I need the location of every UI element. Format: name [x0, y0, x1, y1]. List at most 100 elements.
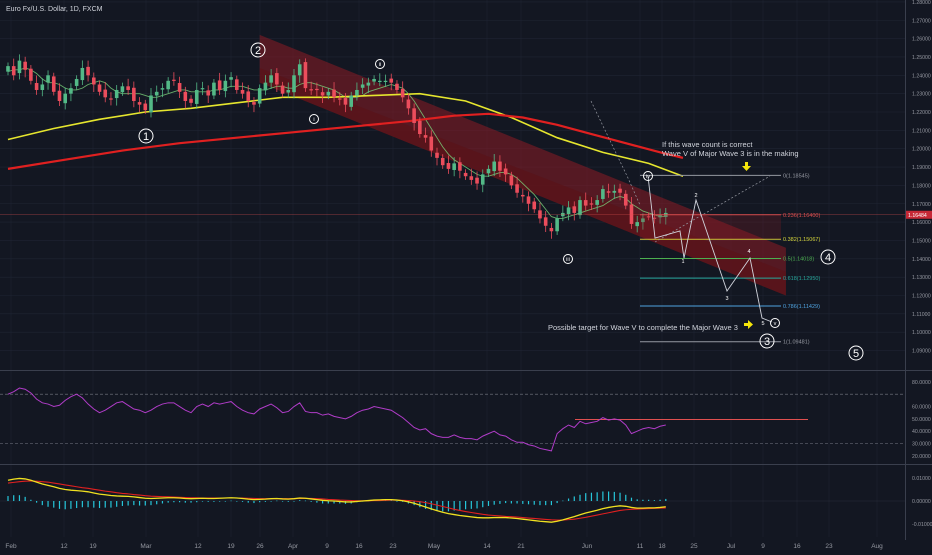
macd-histogram-bar	[556, 501, 558, 504]
y-tick-label: 1.26000	[912, 37, 931, 43]
macd-histogram-bar	[219, 501, 221, 502]
macd-histogram-bar	[562, 500, 564, 502]
macd-histogram-bar	[253, 501, 255, 504]
rsi-tick-label: 50.0000	[912, 417, 931, 423]
x-tick-label: Feb	[5, 543, 17, 550]
macd-histogram-bar	[87, 501, 89, 508]
y-tick-label: 1.13000	[912, 275, 931, 281]
candle-body	[555, 218, 559, 232]
macd-histogram-bar	[7, 496, 9, 501]
fib-level-label: 0.786(1.11429)	[783, 304, 820, 310]
candle-body	[160, 88, 165, 90]
y-tick-label: 1.12000	[912, 294, 931, 300]
macd-histogram-bar	[184, 501, 186, 503]
candle-body	[149, 95, 153, 113]
macd-histogram-bar	[127, 501, 129, 506]
price-axis-area	[905, 0, 932, 550]
annotation-wave-note-line1: If this wave count is correct	[662, 140, 753, 149]
macd-histogram-bar	[499, 501, 501, 504]
candle-body	[86, 66, 90, 76]
candle-body	[303, 62, 308, 89]
candle-body	[194, 89, 199, 104]
candle-body	[440, 157, 445, 166]
candle-body	[246, 91, 251, 101]
macd-histogram-bar	[58, 501, 61, 509]
candle-body	[57, 90, 62, 101]
macd-histogram-bar	[424, 501, 427, 509]
y-tick-label: 1.17000	[912, 202, 931, 208]
candle-body	[34, 83, 39, 90]
candle-body	[63, 93, 67, 104]
candle-body	[469, 176, 474, 180]
rsi-tick-label: 80.0000	[912, 380, 931, 386]
wave-label-minor-i-ring	[309, 114, 319, 124]
candle-body	[435, 152, 439, 158]
macd-histogram-bar	[98, 501, 101, 509]
macd-histogram-bar	[396, 501, 398, 502]
macd-histogram-bar	[13, 495, 15, 501]
macd-histogram-bar	[430, 501, 432, 511]
candle-body	[235, 79, 239, 90]
x-tick-label: 18	[658, 543, 666, 550]
macd-histogram-bar	[201, 501, 204, 502]
fib-level-label: 0.5(1.14018)	[783, 256, 814, 262]
x-tick-label: May	[428, 543, 441, 550]
wave-label-minor-iii-ring	[563, 254, 573, 264]
fib-level-label: 0.382(1.15067)	[783, 237, 820, 243]
candle-body	[69, 88, 73, 94]
macd-histogram-bar	[196, 501, 198, 503]
wave-label-minor-iii: iii	[566, 257, 570, 263]
macd-histogram-bar	[161, 501, 164, 504]
x-tick-label: Apr	[288, 543, 299, 550]
x-tick-label: 9	[325, 543, 329, 550]
macd-histogram-bar	[613, 491, 615, 501]
macd-histogram-bar	[133, 501, 135, 506]
candle-body	[166, 80, 170, 90]
macd-histogram-bar	[287, 501, 289, 502]
candle-body	[521, 194, 525, 197]
macd-line	[7, 477, 666, 523]
sub-wave-label: 1	[681, 259, 684, 265]
macd-histogram-bar	[447, 501, 450, 512]
candle-body	[429, 136, 434, 151]
candle-body	[538, 210, 542, 219]
macd-histogram-bar	[53, 501, 55, 508]
y-tick-label: 1.23000	[912, 92, 931, 98]
candle-body	[658, 214, 662, 218]
candle-body	[612, 190, 617, 193]
rsi-line	[7, 387, 666, 452]
macd-histogram-bar	[522, 501, 524, 504]
macd-histogram-bar	[70, 501, 72, 509]
annotation-target-note: Possible target for Wave V to complete t…	[548, 323, 738, 332]
macd-histogram-bar	[121, 501, 123, 506]
candle-body	[543, 217, 548, 226]
macd-histogram-bar	[30, 499, 32, 501]
macd-histogram-bar	[47, 501, 49, 507]
macd-histogram-bar	[144, 501, 146, 506]
macd-histogram-bar	[573, 496, 575, 501]
macd-histogram-bar	[465, 501, 467, 510]
candle-body	[80, 67, 85, 81]
wave-label-major-2: 2	[255, 45, 261, 57]
candle-body	[189, 98, 193, 103]
macd-histogram-bar	[310, 501, 312, 502]
candle-body	[280, 85, 285, 94]
x-tick-label: 19	[227, 543, 235, 550]
candle-body	[646, 216, 651, 218]
candle-body	[275, 73, 279, 85]
candle-body	[486, 168, 491, 174]
y-tick-label: 1.16000	[912, 220, 931, 226]
macd-histogram-bar	[230, 500, 232, 502]
sub-wave-label: 5	[761, 321, 764, 327]
macd-histogram-bar	[276, 500, 278, 502]
candle-body	[629, 204, 634, 224]
macd-histogram-bar	[264, 501, 266, 502]
macd-histogram-bar	[487, 501, 490, 506]
x-tick-label: 9	[761, 543, 765, 550]
candle-body	[217, 80, 222, 90]
wave-label-major-5: 5	[853, 348, 859, 360]
candle-body	[652, 217, 657, 219]
fib-zone	[640, 214, 781, 240]
